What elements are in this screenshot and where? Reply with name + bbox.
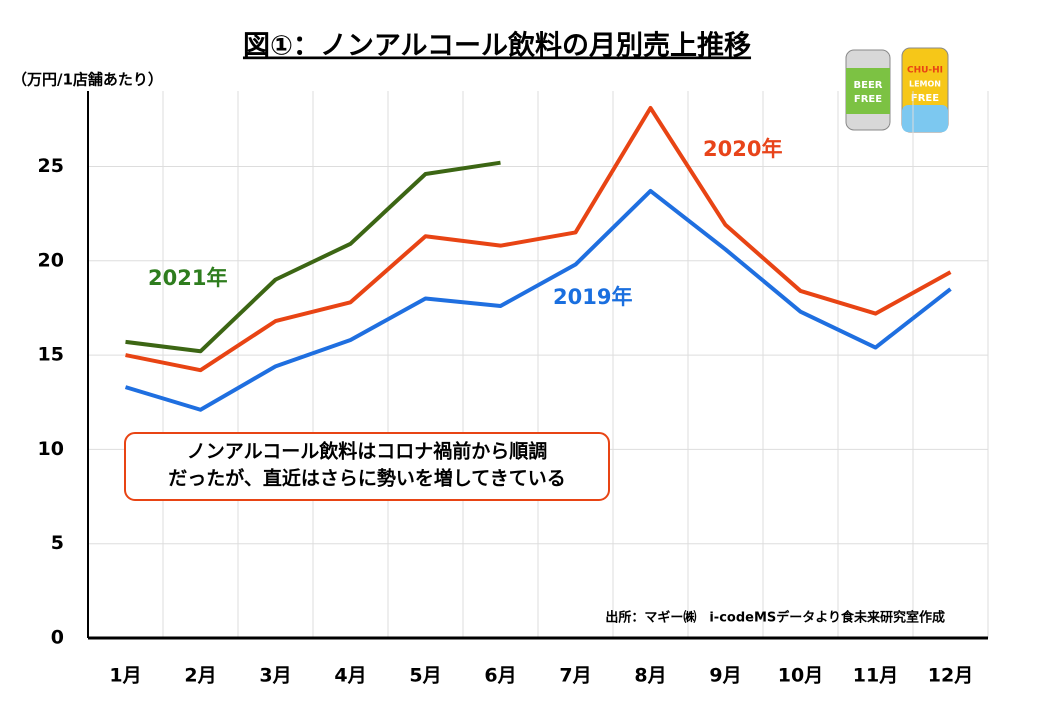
x-tick-label: 7月 — [559, 665, 591, 687]
x-tick-label: 5月 — [409, 665, 441, 687]
x-tick-label: 1月 — [109, 665, 141, 687]
annotation-text: だったが、直近はさらに勢いを増してきている — [168, 467, 565, 490]
can-beer: BEER FREE — [845, 49, 891, 131]
x-tick-label: 11月 — [853, 665, 898, 687]
series-label: 2019年 — [553, 285, 632, 309]
series-label: 2021年 — [148, 266, 227, 290]
source-note: 出所：マギー㈱ i-codeMSデータより食未来研究室作成 — [605, 610, 945, 626]
series-label: 2020年 — [703, 137, 782, 161]
y-axis-label: （万円/1店舗あたり） — [12, 71, 163, 89]
x-tick-label: 4月 — [334, 665, 366, 687]
x-tick-label: 6月 — [484, 665, 516, 687]
x-tick-label: 8月 — [634, 665, 666, 687]
can-text: FREE — [854, 94, 882, 105]
series-line — [124, 188, 952, 412]
x-tick-label: 9月 — [709, 665, 741, 687]
series-line — [125, 160, 501, 354]
can-text: CHU-HI — [907, 66, 943, 76]
x-tick-label: 12月 — [928, 665, 973, 687]
y-tick-label: 5 — [51, 532, 64, 554]
x-tick-label: 10月 — [778, 665, 823, 687]
can-band — [902, 105, 948, 132]
can-text: BEER — [854, 80, 883, 91]
annotation-box — [124, 432, 610, 501]
annotation-text: ノンアルコール飲料はコロナ禍前から順調 — [187, 440, 547, 463]
y-tick-label: 0 — [51, 627, 64, 649]
can-text: LEMON — [909, 80, 941, 89]
x-tick-label: 2月 — [184, 665, 216, 687]
y-tick-label: 10 — [38, 438, 64, 460]
chart-title: 図①：ノンアルコール飲料の月別売上推移 — [243, 30, 751, 62]
can-band — [846, 68, 890, 114]
y-tick-label: 25 — [38, 155, 64, 177]
y-tick-label: 20 — [38, 249, 64, 271]
x-tick-label: 3月 — [259, 665, 291, 687]
can-text: FREE — [911, 93, 939, 104]
y-tick-label: 15 — [38, 344, 64, 366]
series-line — [125, 105, 952, 373]
can-chuhi: CHU-HI LEMON FREE — [901, 47, 949, 133]
